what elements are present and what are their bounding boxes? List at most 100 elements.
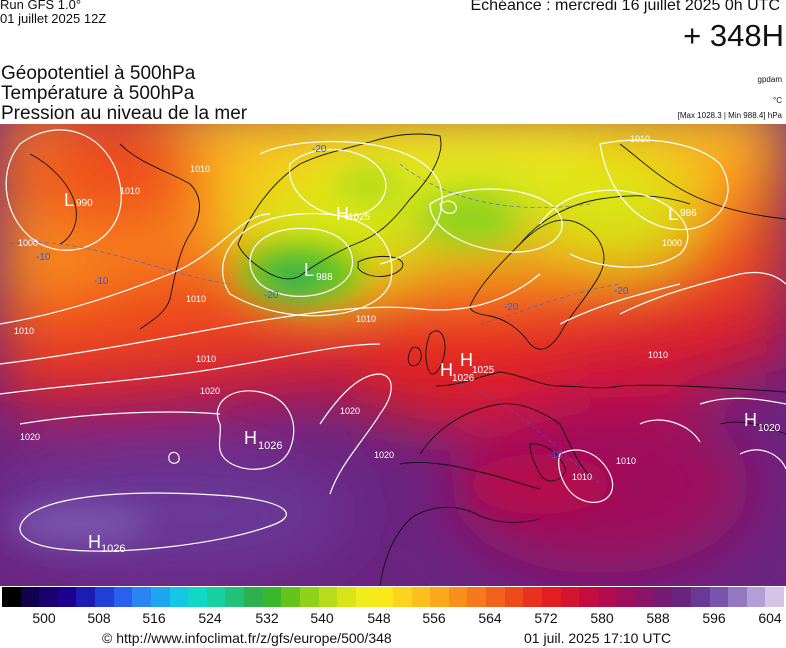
svg-text:H: H bbox=[88, 532, 101, 552]
scale-color-cell bbox=[337, 587, 357, 607]
scale-color-cell bbox=[448, 587, 468, 607]
svg-text:H: H bbox=[336, 204, 349, 224]
scale-tick-label: 524 bbox=[198, 610, 222, 626]
temperature-labels: -10 -20 -20 -20 -10 -20 -10 bbox=[36, 144, 629, 461]
temperature-unit: °C bbox=[773, 96, 782, 105]
scale-color-cell bbox=[95, 587, 115, 607]
scale-color-cell bbox=[523, 587, 543, 607]
geopotential-unit: gpdam bbox=[757, 75, 782, 84]
high-pressure-center: H 1026 bbox=[88, 532, 125, 555]
scale-color-cell bbox=[113, 587, 133, 607]
scale-color-cell bbox=[355, 587, 375, 607]
scale-color-cell bbox=[262, 587, 282, 607]
isobar-label: 1000 bbox=[18, 238, 38, 248]
high-pressure-center: H 1025 bbox=[460, 350, 495, 376]
scale-color-cell bbox=[504, 587, 524, 607]
scale-tick-label: 596 bbox=[702, 610, 726, 626]
scale-color-cell bbox=[430, 587, 450, 607]
run-title: Run GFS 1.0° bbox=[0, 0, 82, 12]
temperature-isotherms bbox=[9, 163, 621, 485]
isobar-label: 1020 bbox=[374, 450, 394, 460]
scale-color-cell bbox=[411, 587, 431, 607]
svg-text:H: H bbox=[244, 428, 257, 448]
svg-text:L: L bbox=[64, 190, 74, 210]
scale-tick-label: 588 bbox=[646, 610, 670, 626]
layer-temperature-title: Température à 500hPa bbox=[1, 83, 195, 104]
low-pressure-center: L 988 bbox=[304, 260, 333, 283]
scale-color-cell bbox=[541, 587, 562, 607]
svg-text:1025: 1025 bbox=[472, 365, 495, 376]
scale-tick-label: 604 bbox=[758, 610, 782, 626]
svg-text:L: L bbox=[304, 260, 314, 280]
scale-color-cell bbox=[765, 587, 785, 607]
scale-color-cell bbox=[374, 587, 394, 607]
high-pressure-center: H 1026 bbox=[244, 428, 282, 452]
temperature-label: -20 bbox=[312, 144, 327, 155]
generation-timestamp: 01 juil. 2025 17:10 UTC bbox=[524, 630, 672, 646]
scale-tick-label: 500 bbox=[32, 610, 56, 626]
scale-color-cell bbox=[486, 587, 506, 607]
svg-text:1026: 1026 bbox=[258, 440, 282, 452]
scale-color-cell bbox=[579, 587, 599, 607]
scale-tick-label: 580 bbox=[590, 610, 614, 626]
scale-tick-label: 572 bbox=[534, 610, 558, 626]
scale-color-cell bbox=[150, 587, 171, 607]
scale-color-cell bbox=[20, 587, 40, 607]
svg-text:H: H bbox=[440, 360, 453, 380]
scale-color-cell bbox=[690, 587, 710, 607]
geopotential-field bbox=[0, 124, 786, 586]
scale-color-cell bbox=[299, 587, 319, 607]
svg-text:1020: 1020 bbox=[758, 423, 781, 434]
isobar-label: 1020 bbox=[340, 406, 360, 416]
scale-color-cell bbox=[746, 587, 766, 607]
high-pressure-center: H 1026 bbox=[440, 360, 475, 384]
scale-color-cell bbox=[393, 587, 413, 607]
isobar-label: 1010 bbox=[186, 294, 206, 304]
coastlines bbox=[29, 133, 786, 586]
weather-map[interactable]: -10 -20 -20 -20 -10 -20 -10 1010 1010 10… bbox=[0, 124, 786, 586]
scale-color-cell bbox=[206, 587, 226, 607]
scale-tick-label: 556 bbox=[422, 610, 446, 626]
scale-color-cell bbox=[653, 587, 673, 607]
run-date: 01 juillet 2025 12Z bbox=[0, 11, 107, 26]
isobar-label: 1020 bbox=[200, 386, 220, 396]
svg-text:988: 988 bbox=[316, 272, 333, 283]
temperature-label: -20 bbox=[504, 302, 519, 313]
scale-color-cell bbox=[76, 587, 96, 607]
svg-text:H: H bbox=[460, 350, 473, 370]
pressure-range: [Max 1028.3 | Min 988.4] hPa bbox=[677, 111, 782, 120]
temperature-label: -20 bbox=[264, 290, 279, 301]
scale-tick-label: 548 bbox=[367, 610, 391, 626]
scale-color-cell bbox=[39, 587, 59, 607]
scale-color-cell bbox=[709, 587, 729, 607]
isobar-label: 1010 bbox=[190, 164, 210, 174]
scale-color-cell bbox=[169, 587, 189, 607]
isobar-label: 1010 bbox=[196, 354, 216, 364]
temperature-label: -10 bbox=[548, 450, 563, 461]
scale-tick-label: 516 bbox=[142, 610, 166, 626]
pressure-centers: L 990 L 988 H 1025 L 986 H 1026 H 1025 H… bbox=[64, 190, 781, 555]
high-pressure-center: H 1020 bbox=[744, 410, 781, 434]
low-pressure-center: L 990 bbox=[64, 190, 93, 210]
isobar-label: 1010 bbox=[14, 326, 34, 336]
scale-color-cell bbox=[57, 587, 77, 607]
isobar-label: 1010 bbox=[356, 314, 376, 324]
scale-color-cell bbox=[2, 587, 22, 607]
temperature-label: -20 bbox=[614, 286, 629, 297]
source-credit-link[interactable]: © http://www.infoclimat.fr/z/gfs/europe/… bbox=[102, 630, 392, 646]
svg-text:L: L bbox=[668, 204, 678, 224]
isobar-labels: 1010 1010 1000 1010 1010 1010 1020 1020 … bbox=[14, 134, 682, 482]
svg-text:986: 986 bbox=[680, 208, 697, 219]
scale-tick-label: 508 bbox=[87, 610, 111, 626]
isobar-label: 1010 bbox=[630, 134, 650, 144]
forecast-lead-time: + 348H bbox=[683, 18, 784, 53]
scale-color-cell bbox=[635, 587, 655, 607]
geopotential-color-scale bbox=[2, 587, 785, 607]
high-pressure-center: H 1025 bbox=[336, 204, 371, 224]
scale-color-cell bbox=[672, 587, 692, 607]
scale-color-cell bbox=[188, 587, 208, 607]
isobar-label: 1010 bbox=[648, 350, 668, 360]
forecast-valid-time: Echéance : mercredi 16 juillet 2025 0h U… bbox=[470, 0, 781, 14]
scale-color-cell bbox=[467, 587, 487, 607]
scale-tick-label: 540 bbox=[310, 610, 334, 626]
